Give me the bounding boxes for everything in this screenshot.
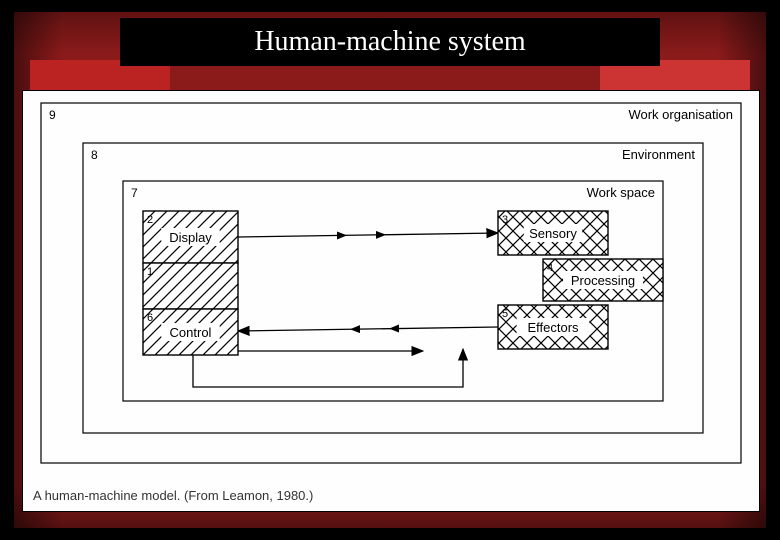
node-number-3: 3	[502, 214, 508, 226]
node-label-4: Processing	[571, 273, 635, 288]
node-number-5: 5	[502, 308, 508, 320]
human-machine-diagram: 9 Work organisation 8 Environment 7 Work spac…	[23, 91, 759, 511]
diagram-container: 9 Work organisation 8 Environment 7 Work spac…	[22, 90, 760, 512]
diagram-caption: A human-machine model. (From Leamon, 198…	[33, 488, 313, 503]
slide-title: Human-machine system	[254, 26, 525, 58]
node-label-5: Effectors	[527, 320, 579, 335]
bg-block	[0, 528, 780, 540]
frame-label-9: Work organisation	[628, 107, 733, 122]
node-number-1: 1	[147, 266, 153, 278]
node-1	[143, 263, 238, 309]
bg-block	[0, 0, 14, 540]
node-number-6: 6	[147, 312, 153, 324]
frame-label-7: Work space	[587, 185, 655, 200]
node-number-4: 4	[547, 262, 553, 274]
title-bar: Human-machine system	[120, 18, 660, 66]
edge-display-right	[238, 233, 498, 237]
node-label-2: Display	[169, 230, 212, 245]
frame-label-8: Environment	[622, 147, 695, 162]
node-number-2: 2	[147, 214, 153, 226]
bg-block	[0, 0, 780, 12]
frame-number-8: 8	[91, 148, 98, 162]
node-label-6: Control	[170, 325, 212, 340]
bg-block	[766, 0, 780, 540]
edge-effectors-left	[238, 327, 498, 331]
node-label-3: Sensory	[529, 226, 577, 241]
frame-number-9: 9	[49, 108, 56, 122]
frame-number-7: 7	[131, 186, 138, 200]
